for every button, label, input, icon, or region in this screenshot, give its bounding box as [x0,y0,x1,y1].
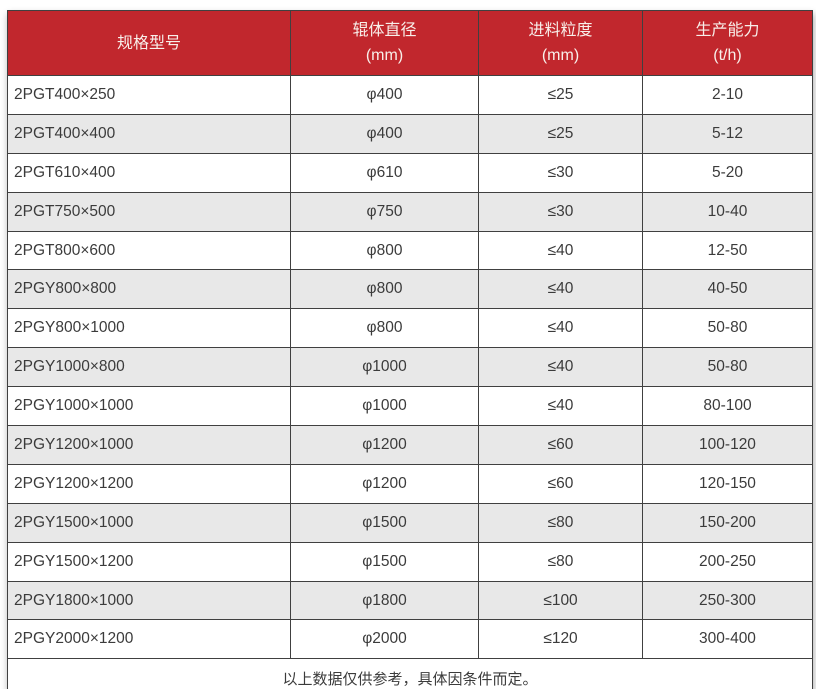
capacity-cell: 50-80 [642,308,813,349]
model-cell: 2PGT400×400 [7,113,291,154]
table-row: 2PGY1000×1000 φ1000 ≤40 80-100 [7,386,813,427]
table-row: 2PGY2000×1200 φ2000 ≤120 300-400 [7,619,813,660]
feed-size-cell: ≤25 [478,75,643,115]
feed-size-cell: ≤80 [478,502,643,543]
table-row: 2PGY1200×1200 φ1200 ≤60 120-150 [7,463,813,504]
table-row: 2PGY1500×1000 φ1500 ≤80 150-200 [7,502,813,543]
diameter-cell: φ750 [290,191,479,232]
feed-size-cell: ≤30 [478,191,643,232]
feed-size-cell: ≤40 [478,230,643,271]
table-row: 2PGY800×800 φ800 ≤40 40-50 [7,269,813,310]
capacity-cell: 5-20 [642,152,813,193]
footnote-row: 以上数据仅供参考，具体因条件而定。 [7,658,813,689]
feed-size-cell: ≤25 [478,113,643,154]
header-unit: (mm) [365,47,404,64]
diameter-cell: φ400 [290,113,479,154]
capacity-cell: 80-100 [642,386,813,427]
feed-size-cell: ≤40 [478,308,643,349]
feed-size-cell: ≤40 [478,347,643,388]
header-title: 进料粒度 [528,22,593,39]
spec-table: 规格型号 辊体直径 (mm) 进料粒度 (mm) 生产能力 (t/h) 2PGT… [7,10,813,689]
header-unit: (mm) [541,47,580,64]
model-cell: 2PGT800×600 [7,230,291,271]
feed-size-cell: ≤80 [478,541,643,582]
diameter-cell: φ1200 [290,425,479,465]
capacity-cell: 2-10 [642,75,813,115]
table-row: 2PGY1000×800 φ1000 ≤40 50-80 [7,347,813,388]
feed-size-cell: ≤60 [478,463,643,504]
feed-size-cell: ≤120 [478,619,643,660]
diameter-cell: φ1500 [290,502,479,543]
model-cell: 2PGY1800×1000 [7,580,291,621]
capacity-cell: 120-150 [642,463,813,504]
header-title: 规格型号 [116,34,181,52]
header-cell-diameter: 辊体直径 (mm) [290,10,479,76]
header-cell-feed-size: 进料粒度 (mm) [478,10,643,76]
model-cell: 2PGY1000×800 [7,347,291,388]
diameter-cell: φ2000 [290,619,479,660]
diameter-cell: φ1000 [290,347,479,388]
diameter-cell: φ400 [290,75,479,115]
footnote-text: 以上数据仅供参考，具体因条件而定。 [7,658,813,689]
header-unit: (t/h) [713,47,742,64]
table-footer: 以上数据仅供参考，具体因条件而定。 [7,658,813,689]
table-row: 2PGY1200×1000 φ1200 ≤60 100-120 [7,425,813,465]
model-cell: 2PGY1000×1000 [7,386,291,427]
diameter-cell: φ610 [290,152,479,193]
header-cell-model: 规格型号 [7,10,291,76]
capacity-cell: 200-250 [642,541,813,582]
capacity-cell: 300-400 [642,619,813,660]
capacity-cell: 150-200 [642,502,813,543]
header-title: 生产能力 [695,22,760,39]
header-row: 规格型号 辊体直径 (mm) 进料粒度 (mm) 生产能力 (t/h) [7,10,813,76]
model-cell: 2PGT400×250 [7,75,291,115]
table-row: 2PGT400×400 φ400 ≤25 5-12 [7,113,813,154]
header-cell-capacity: 生产能力 (t/h) [642,10,813,76]
table-header: 规格型号 辊体直径 (mm) 进料粒度 (mm) 生产能力 (t/h) [7,10,813,76]
table-row: 2PGY800×1000 φ800 ≤40 50-80 [7,308,813,349]
capacity-cell: 12-50 [642,230,813,271]
table-row: 2PGT800×600 φ800 ≤40 12-50 [7,230,813,271]
model-cell: 2PGY1500×1000 [7,502,291,543]
capacity-cell: 250-300 [642,580,813,621]
table-row: 2PGY1500×1200 φ1500 ≤80 200-250 [7,541,813,582]
capacity-cell: 10-40 [642,191,813,232]
capacity-cell: 5-12 [642,113,813,154]
model-cell: 2PGT610×400 [7,152,291,193]
feed-size-cell: ≤40 [478,386,643,427]
diameter-cell: φ800 [290,308,479,349]
table-row: 2PGT400×250 φ400 ≤25 2-10 [7,75,813,115]
model-cell: 2PGY2000×1200 [7,619,291,660]
capacity-cell: 100-120 [642,425,813,465]
capacity-cell: 40-50 [642,269,813,310]
model-cell: 2PGY800×800 [7,269,291,310]
diameter-cell: φ1800 [290,580,479,621]
model-cell: 2PGY1200×1200 [7,463,291,504]
model-cell: 2PGY1500×1200 [7,541,291,582]
table-row: 2PGY1800×1000 φ1800 ≤100 250-300 [7,580,813,621]
table-row: 2PGT610×400 φ610 ≤30 5-20 [7,152,813,193]
feed-size-cell: ≤60 [478,425,643,465]
model-cell: 2PGT750×500 [7,191,291,232]
feed-size-cell: ≤30 [478,152,643,193]
diameter-cell: φ800 [290,269,479,310]
diameter-cell: φ1500 [290,541,479,582]
table-body: 2PGT400×250 φ400 ≤25 2-10 2PGT400×400 φ400 ≤25… [7,75,813,660]
feed-size-cell: ≤40 [478,269,643,310]
header-title: 辊体直径 [352,22,417,39]
diameter-cell: φ1200 [290,463,479,504]
diameter-cell: φ1000 [290,386,479,427]
model-cell: 2PGY1200×1000 [7,425,291,465]
diameter-cell: φ800 [290,230,479,271]
capacity-cell: 50-80 [642,347,813,388]
model-cell: 2PGY800×1000 [7,308,291,349]
table-row: 2PGT750×500 φ750 ≤30 10-40 [7,191,813,232]
feed-size-cell: ≤100 [478,580,643,621]
